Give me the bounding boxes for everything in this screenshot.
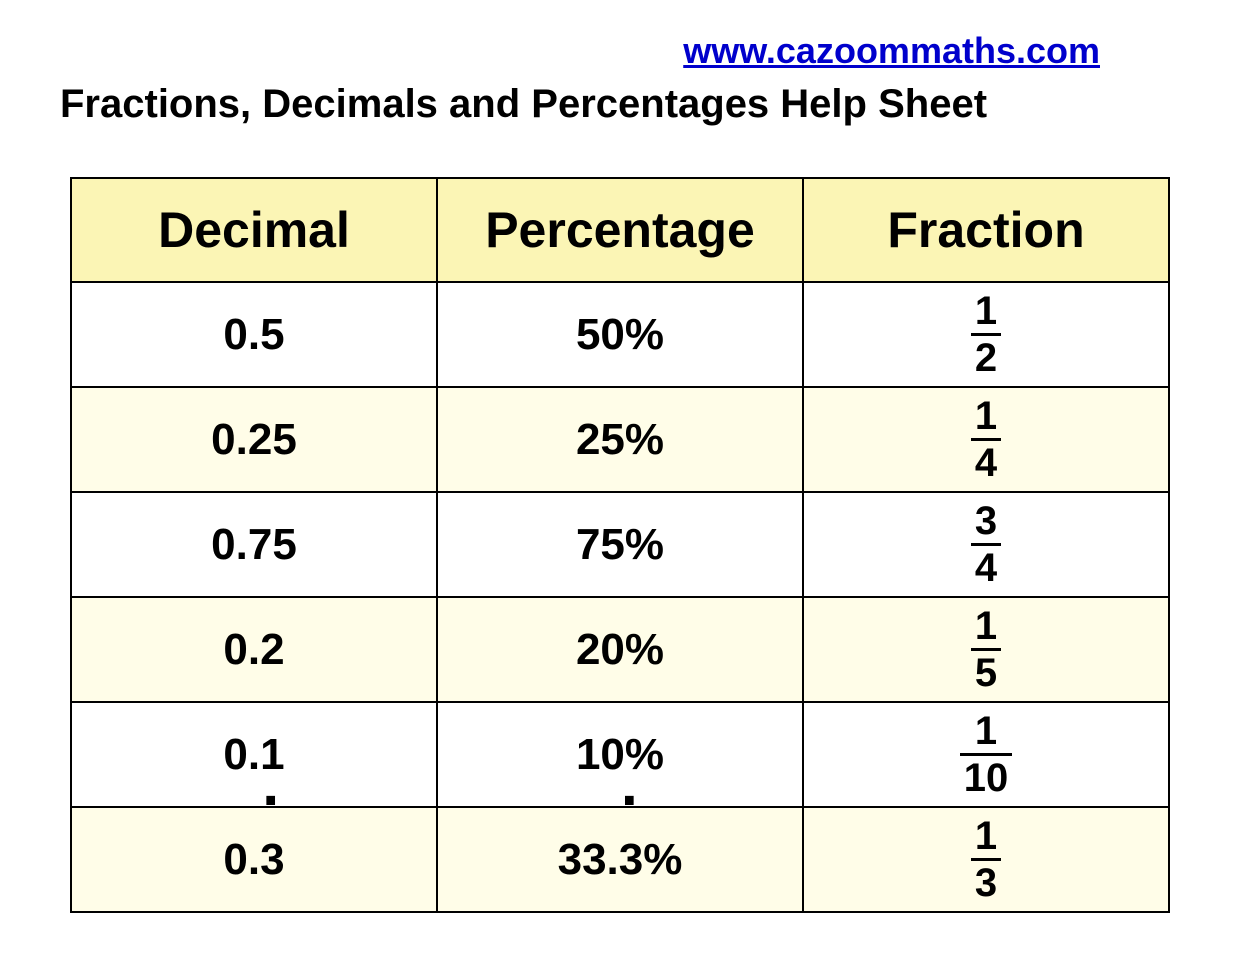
fraction-numerator: 1 [971, 606, 1001, 646]
table-row: 0.333.3%13 [71, 807, 1169, 912]
cell-decimal: 0.25 [71, 387, 437, 492]
fraction: 110 [960, 711, 1013, 798]
conversion-table: Decimal Percentage Fraction 0.550%120.25… [70, 177, 1170, 913]
fraction-numerator: 1 [960, 711, 1013, 751]
cell-percentage: 50% [437, 282, 803, 387]
fraction-numerator: 1 [971, 396, 1001, 436]
cell-decimal: 0.5 [71, 282, 437, 387]
cell-percentage: 25% [437, 387, 803, 492]
fraction-denominator: 4 [971, 548, 1001, 588]
col-header-fraction: Fraction [803, 178, 1169, 282]
table-header-row: Decimal Percentage Fraction [71, 178, 1169, 282]
col-header-decimal: Decimal [71, 178, 437, 282]
fraction: 15 [971, 606, 1001, 693]
source-url-line: www.cazoommaths.com [40, 30, 1200, 72]
cell-fraction: 14 [803, 387, 1169, 492]
cell-percentage: 75% [437, 492, 803, 597]
table-row: 0.7575%34 [71, 492, 1169, 597]
table-row: 0.550%12 [71, 282, 1169, 387]
cell-fraction: 15 [803, 597, 1169, 702]
cell-decimal: 0.1 [71, 702, 437, 807]
table-row: 0.220%15 [71, 597, 1169, 702]
cell-fraction: 34 [803, 492, 1169, 597]
help-sheet-page: www.cazoommaths.com Fractions, Decimals … [0, 0, 1240, 913]
fraction-numerator: 1 [971, 816, 1001, 856]
cell-percentage: 20% [437, 597, 803, 702]
table-row: 0.2525%14 [71, 387, 1169, 492]
table-body: 0.550%120.2525%140.7575%340.220%150.110%… [71, 282, 1169, 912]
fraction-numerator: 3 [971, 501, 1001, 541]
fraction-numerator: 1 [971, 291, 1001, 331]
fraction-denominator: 5 [971, 653, 1001, 693]
fraction-denominator: 3 [971, 863, 1001, 903]
cell-decimal: 0.3 [71, 807, 437, 912]
cell-decimal: 0.2 [71, 597, 437, 702]
cell-fraction: 13 [803, 807, 1169, 912]
cell-fraction: 12 [803, 282, 1169, 387]
fraction-denominator: 4 [971, 443, 1001, 483]
cell-fraction: 110 [803, 702, 1169, 807]
fraction-denominator: 10 [960, 758, 1013, 798]
source-url-link[interactable]: www.cazoommaths.com [683, 30, 1100, 71]
fraction: 12 [971, 291, 1001, 378]
fraction: 13 [971, 816, 1001, 903]
cell-decimal: 0.75 [71, 492, 437, 597]
fraction: 34 [971, 501, 1001, 588]
fraction-denominator: 2 [971, 338, 1001, 378]
fraction: 14 [971, 396, 1001, 483]
cell-percentage: 33.3% [437, 807, 803, 912]
conversion-table-wrap: Decimal Percentage Fraction 0.550%120.25… [40, 177, 1200, 913]
col-header-percentage: Percentage [437, 178, 803, 282]
page-title: Fractions, Decimals and Percentages Help… [60, 82, 1200, 127]
